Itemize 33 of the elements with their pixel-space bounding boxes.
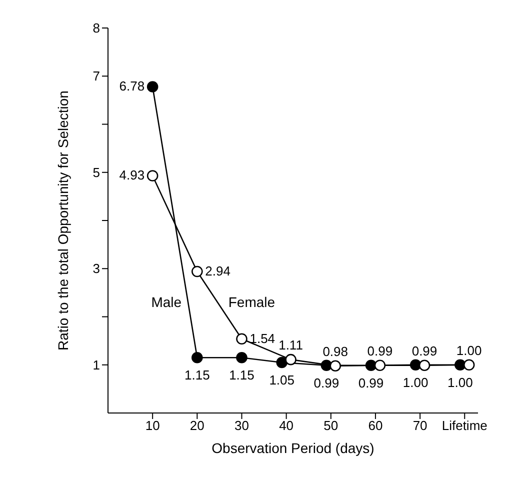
y-tick-label: 7 [92, 68, 100, 84]
data-label: 0.99 [358, 375, 384, 390]
data-label: 1.00 [448, 374, 473, 390]
data-label: 1.15 [229, 368, 254, 383]
x-axis-title: Observation Period (days) [212, 440, 374, 456]
x-tick-label: 60 [368, 418, 383, 434]
data-label: 1.11 [278, 338, 303, 353]
data-label: 0.99 [412, 343, 438, 358]
data-label: 1.00 [402, 374, 428, 390]
y-axis-title: Ratio to the total Opportunity for Selection [54, 90, 71, 350]
series-label: Male [151, 293, 182, 312]
data-label: 1.05 [269, 372, 295, 388]
data-label: 0.98 [322, 344, 348, 359]
x-tick-label: Lifetime [442, 418, 488, 434]
data-label: 0.99 [314, 375, 340, 390]
y-tick-label: 3 [92, 261, 100, 276]
y-tick-label: 5 [92, 164, 100, 180]
x-tick-label: 30 [234, 418, 249, 434]
data-label: 1.00 [456, 342, 482, 358]
x-tick-label: 20 [190, 418, 204, 434]
y-tick-label: 8 [92, 20, 100, 36]
x-tick-label: 10 [145, 418, 160, 434]
data-label: 1.15 [184, 368, 210, 383]
series-label: Female [228, 293, 276, 312]
data-label: 0.99 [367, 343, 393, 358]
x-tick-label: 70 [412, 418, 428, 434]
data-label: 2.94 [205, 264, 230, 279]
x-tick-label: 50 [324, 418, 338, 434]
x-tick-label: 40 [279, 418, 294, 434]
data-label: 1.54 [250, 330, 276, 346]
data-label: 4.93 [119, 168, 145, 183]
y-tick-label: 1 [92, 357, 100, 372]
data-label: 6.78 [119, 78, 145, 94]
